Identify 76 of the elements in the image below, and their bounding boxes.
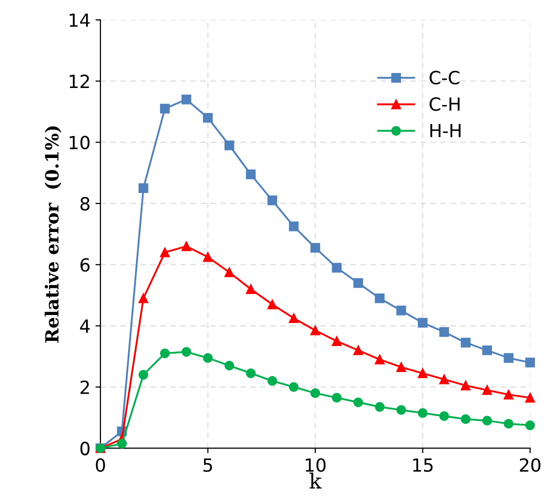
point xyxy=(353,397,364,408)
point xyxy=(310,326,320,336)
x-axis-title: k xyxy=(310,472,322,488)
point xyxy=(504,418,514,429)
point xyxy=(418,408,428,418)
point xyxy=(460,380,471,390)
legend-label: H-H xyxy=(430,124,461,138)
point xyxy=(439,374,450,384)
point xyxy=(160,348,170,358)
point xyxy=(439,411,450,421)
legend-label: C-C xyxy=(430,70,460,84)
point xyxy=(224,360,234,370)
point xyxy=(460,338,471,348)
point xyxy=(246,170,256,180)
point xyxy=(117,438,127,448)
point xyxy=(374,354,385,364)
y-tick-label: 10 xyxy=(70,136,90,150)
y-axis-title: Relative error (0.1%) xyxy=(44,126,62,343)
point xyxy=(310,388,320,398)
point xyxy=(310,242,320,253)
point xyxy=(374,293,385,304)
point xyxy=(288,313,299,324)
point xyxy=(460,414,471,424)
point xyxy=(288,222,299,232)
point xyxy=(504,390,514,400)
y-tick-label: 8 xyxy=(80,196,90,211)
x-tick-label: 15 xyxy=(413,458,433,472)
legend-label: C-H xyxy=(430,97,460,111)
point xyxy=(267,376,278,386)
point xyxy=(418,368,428,378)
point xyxy=(246,368,256,378)
point xyxy=(267,300,278,310)
y-tick-label: 2 xyxy=(80,380,89,394)
point xyxy=(332,392,342,403)
point xyxy=(138,370,148,380)
point xyxy=(182,94,192,104)
point xyxy=(353,345,364,356)
y-tick-label: 6 xyxy=(80,258,90,272)
point xyxy=(482,416,492,426)
point xyxy=(202,252,213,262)
point xyxy=(288,382,299,392)
point xyxy=(202,353,213,363)
point xyxy=(224,267,234,278)
y-tick-label: 4 xyxy=(80,320,90,333)
point xyxy=(182,346,192,357)
point xyxy=(525,392,535,403)
point xyxy=(482,385,492,395)
point xyxy=(504,353,514,363)
point xyxy=(418,318,428,328)
point xyxy=(353,278,364,288)
point xyxy=(525,358,535,368)
point xyxy=(396,405,406,415)
point xyxy=(160,104,170,114)
point xyxy=(160,248,170,258)
x-tick-label: 0 xyxy=(96,458,105,472)
point xyxy=(202,112,213,123)
y-tick-label: 12 xyxy=(70,74,89,88)
point xyxy=(482,345,492,356)
point xyxy=(374,402,385,412)
point xyxy=(246,284,256,294)
point xyxy=(396,306,406,316)
point xyxy=(182,241,192,252)
y-tick-label: 14 xyxy=(70,14,90,27)
x-tick-label: 10 xyxy=(306,458,326,472)
point xyxy=(396,362,406,372)
point xyxy=(138,183,148,194)
x-tick-label: 20 xyxy=(520,458,540,472)
point xyxy=(332,262,342,273)
point xyxy=(267,196,278,206)
point xyxy=(332,336,342,346)
x-tick-label: 5 xyxy=(204,458,212,472)
point xyxy=(439,327,450,337)
point xyxy=(224,140,234,150)
y-tick-label: 0 xyxy=(80,442,90,456)
point xyxy=(525,420,535,430)
point xyxy=(138,293,148,304)
